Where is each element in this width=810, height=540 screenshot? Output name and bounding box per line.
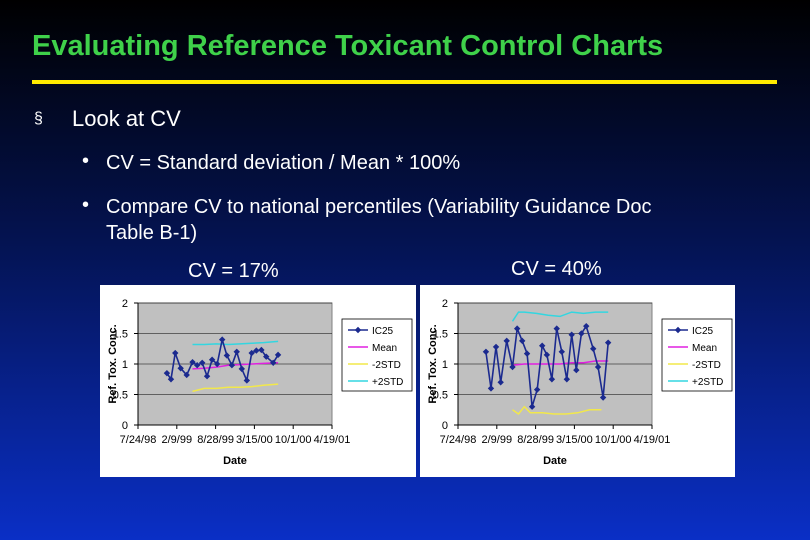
x-tick-label: 4/19/01	[314, 434, 351, 446]
data-point-ic25	[203, 373, 211, 380]
data-point-ic25	[563, 376, 571, 383]
data-point-ic25	[208, 356, 216, 363]
x-tick-label: 10/1/00	[275, 434, 312, 446]
data-point-ic25	[189, 358, 196, 366]
legend-label-minus-2std: -2STD	[372, 360, 401, 371]
data-point-ic25	[528, 403, 536, 410]
data-point-ic25	[492, 343, 500, 351]
x-tick-label: 2/9/99	[482, 434, 513, 446]
y-tick-label: 2	[442, 298, 448, 310]
legend-label-mean: Mean	[372, 343, 397, 354]
data-point-ic25	[167, 376, 175, 383]
data-point-ic25	[482, 348, 490, 355]
series-line-plusminus-2std	[192, 340, 279, 346]
chart-left: 0 0.5 1 1.5 2 7/24/98 2/9/99 8/28/99 3/15/00 10/1…	[107, 298, 413, 467]
title-underline	[32, 80, 777, 84]
data-point-ic25	[238, 365, 245, 373]
legend-box	[661, 318, 733, 392]
data-point-ic25	[253, 347, 260, 354]
data-point-ic25	[270, 359, 277, 366]
data-point-ic25	[487, 385, 495, 392]
x-tick-label: 10/1/00	[595, 434, 632, 446]
bullet-look-at-cv: Look at CV	[72, 106, 181, 131]
data-point-ic25	[583, 322, 590, 330]
data-point-ic25	[218, 336, 226, 343]
y-tick-label: 0.5	[113, 390, 128, 402]
sub-bullet-marker: •	[82, 194, 90, 216]
data-point-ic25	[248, 349, 255, 357]
cv-right-label: CV = 40%	[511, 258, 602, 280]
data-point-ic25	[243, 377, 251, 384]
y-tick-label: 1.5	[113, 329, 128, 341]
data-point-ic25	[163, 369, 171, 377]
bullet-marker: §	[34, 110, 43, 127]
legend-label-plusminus-2std: +2STD	[692, 377, 723, 388]
x-tick-label: 2/9/99	[162, 434, 193, 446]
y-tick-label: 2	[122, 298, 128, 310]
x-tick-label: 8/28/99	[517, 434, 554, 446]
data-point-ic25	[258, 346, 265, 354]
legend-label-ic25: IC25	[692, 326, 714, 337]
data-point-ic25	[594, 363, 602, 371]
x-axis-title: Date	[223, 455, 247, 467]
data-point-ic25	[223, 352, 231, 359]
legend-label-minus-2std: -2STD	[692, 360, 721, 371]
y-axis-title: Ref. Tox. Conc.	[107, 324, 119, 403]
y-tick-label: 0	[442, 420, 448, 432]
chart-right-panel: 0 0.5 1 1.5 2 7/24/98 2/9/99 8/28/99 3/15/00 10/1…	[420, 285, 735, 477]
x-tick-label: 3/15/00	[236, 434, 273, 446]
y-tick-label: 0.5	[433, 390, 448, 402]
sub-bullet-cv-formula: CV = Standard deviation / Mean * 100%	[106, 152, 461, 174]
data-point-ic25	[193, 362, 201, 369]
x-tick-label: 4/19/01	[634, 434, 671, 446]
x-axis-title: Date	[543, 455, 567, 467]
x-tick-label: 7/24/98	[120, 434, 157, 446]
legend-label-mean: Mean	[692, 343, 717, 354]
data-point-ic25	[548, 376, 556, 383]
series-line-plusminus-2std	[511, 311, 609, 322]
data-point-ic25	[590, 345, 597, 352]
data-point-ic25	[274, 351, 282, 359]
data-point-ic25	[213, 360, 221, 368]
sub-bullet-compare-line1: Compare CV to national percentiles (Vari…	[106, 196, 652, 218]
y-axis-title: Ref. Tox. Conc.	[427, 324, 439, 403]
y-tick-label: 0	[122, 420, 128, 432]
data-point-ic25	[497, 379, 504, 386]
x-tick-label: 7/24/98	[440, 434, 477, 446]
data-point-ic25	[233, 348, 240, 355]
data-point-ic25	[199, 359, 206, 366]
data-point-ic25	[519, 337, 526, 345]
sub-bullet-marker: •	[82, 150, 90, 172]
y-tick-label: 1	[122, 359, 128, 371]
chart-right: 0 0.5 1 1.5 2 7/24/98 2/9/99 8/28/99 3/15/00 10/1…	[427, 298, 733, 467]
legend-marker-ic25	[354, 326, 362, 334]
legend-marker-ic25	[674, 326, 682, 334]
cv-left-label: CV = 17%	[188, 260, 279, 282]
data-point-ic25	[599, 394, 607, 401]
x-tick-label: 8/28/99	[197, 434, 234, 446]
data-point-ic25	[228, 362, 236, 369]
y-tick-label: 1	[442, 359, 448, 371]
legend-label-plusminus-2std: +2STD	[372, 377, 403, 388]
data-point-ic25	[177, 365, 184, 372]
sub-bullet-compare-line2: Table B-1)	[106, 222, 198, 244]
data-point-ic25	[263, 353, 270, 360]
data-point-ic25	[183, 371, 190, 379]
series-line-minus-2std	[512, 405, 602, 416]
slide-title: Evaluating Reference Toxicant Control Ch…	[32, 30, 664, 62]
x-tick-label: 3/15/00	[556, 434, 593, 446]
data-point-ic25	[604, 339, 612, 346]
data-point-ic25	[172, 349, 179, 357]
legend-label-ic25: IC25	[372, 326, 394, 337]
y-tick-label: 1.5	[433, 329, 448, 341]
chart-left-panel: 0 0.5 1 1.5 2 7/24/98 2/9/99 8/28/99 3/15/00 10/1…	[100, 285, 416, 477]
legend-box	[341, 318, 413, 392]
series-line-minus-2std	[192, 383, 279, 393]
